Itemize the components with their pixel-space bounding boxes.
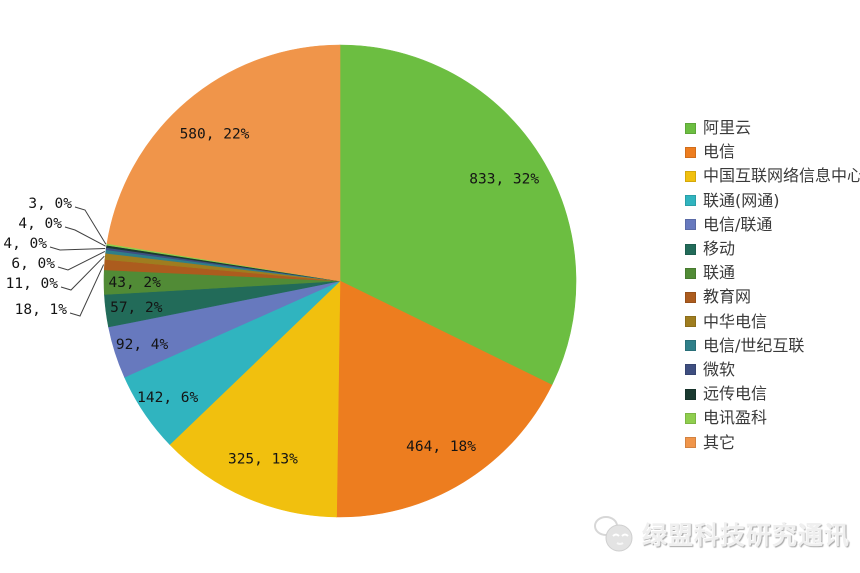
legend-label: 微软 [703, 359, 736, 379]
pie-slice-2 [169, 280, 341, 518]
legend-item-6: 联通 [685, 261, 860, 285]
legend-label: 电信/联通 [703, 214, 773, 234]
legend-swatch-icon [685, 146, 696, 158]
legend-label: 电信/世纪互联 [703, 335, 805, 355]
legend-item-3: 联通(网通) [685, 189, 860, 213]
legend-label: 电讯盈科 [703, 408, 768, 428]
legend-swatch-icon [685, 170, 696, 182]
slice-label-4: 92, 4% [116, 337, 169, 353]
legend-label: 移动 [703, 239, 736, 259]
mascot-logo-icon [593, 516, 633, 552]
watermark: 绿盟科技研究通讯 [592, 508, 850, 560]
slice-label-0: 833, 32% [469, 172, 539, 188]
legend-label: 联通 [703, 263, 736, 283]
legend-label: 联通(网通) [703, 190, 780, 210]
legend-swatch-icon [685, 267, 696, 279]
legend-swatch-icon [685, 340, 696, 352]
legend-swatch-icon [685, 316, 696, 328]
leader-line-11 [64, 226, 106, 247]
slice-label-1: 464, 18% [406, 439, 476, 455]
leader-line-9 [57, 250, 106, 271]
slice-label-3: 142, 6% [137, 390, 198, 406]
legend-label: 电信 [703, 142, 736, 162]
legend-label: 其它 [703, 432, 736, 452]
watermark-text: 绿盟科技研究通讯 [641, 521, 850, 550]
legend-swatch-icon [685, 412, 696, 424]
slice-label-5: 57, 2% [110, 300, 163, 316]
legend-item-9: 电信/世纪互联 [685, 334, 860, 358]
slice-callout-label-11: 4, 0% [18, 216, 62, 232]
slice-label-2: 325, 13% [228, 452, 298, 468]
legend-item-7: 教育网 [685, 285, 860, 309]
legend-item-1: 电信 [685, 140, 860, 164]
legend: 阿里云电信中国互联网络信息中心 联通(网通) 电信/联通移动联通教育网中华电信电信/… [685, 116, 860, 455]
legend-item-12: 电讯盈科 [685, 406, 860, 430]
legend-item-10: 微软 [685, 358, 860, 382]
legend-item-2: 中国互联网络信息中心 [685, 164, 860, 188]
slice-callout-label-12: 3, 0% [28, 196, 72, 212]
legend-item-4: 电信/联通 [685, 213, 860, 237]
pie-slice-1 [336, 280, 553, 518]
legend-swatch-icon [685, 243, 696, 255]
leader-line-12 [74, 206, 107, 245]
legend-label: 远传电信 [703, 384, 768, 404]
legend-swatch-icon [685, 388, 696, 400]
legend-item-5: 移动 [685, 237, 860, 261]
legend-item-13: 其它 [685, 430, 860, 454]
slice-callout-label-7: 18, 1% [15, 302, 68, 318]
legend-swatch-icon [685, 364, 696, 376]
slice-callout-label-8: 11, 0% [6, 276, 59, 292]
legend-swatch-icon [685, 291, 696, 303]
slice-label-13: 580, 22% [180, 127, 250, 143]
legend-swatch-icon [685, 437, 696, 449]
leader-line-10 [49, 246, 106, 251]
legend-item-11: 远传电信 [685, 382, 860, 406]
leader-line-7 [69, 264, 105, 317]
legend-swatch-icon [685, 122, 696, 134]
slice-label-6: 43, 2% [109, 275, 162, 291]
pie-slice-0 [339, 44, 577, 386]
legend-label: 中国互联网络信息中心 [703, 166, 860, 186]
legend-item-8: 中华电信 [685, 310, 860, 334]
legend-label: 教育网 [703, 287, 752, 307]
slice-callout-label-9: 6, 0% [11, 256, 55, 272]
legend-label: 中华电信 [703, 311, 768, 331]
legend-label: 阿里云 [703, 118, 752, 138]
leader-line-8 [60, 255, 105, 291]
legend-swatch-icon [685, 219, 696, 231]
legend-item-0: 阿里云 [685, 116, 860, 140]
pie-slice-13 [106, 44, 341, 282]
slice-callout-label-10: 4, 0% [3, 236, 47, 252]
legend-swatch-icon [685, 195, 696, 207]
